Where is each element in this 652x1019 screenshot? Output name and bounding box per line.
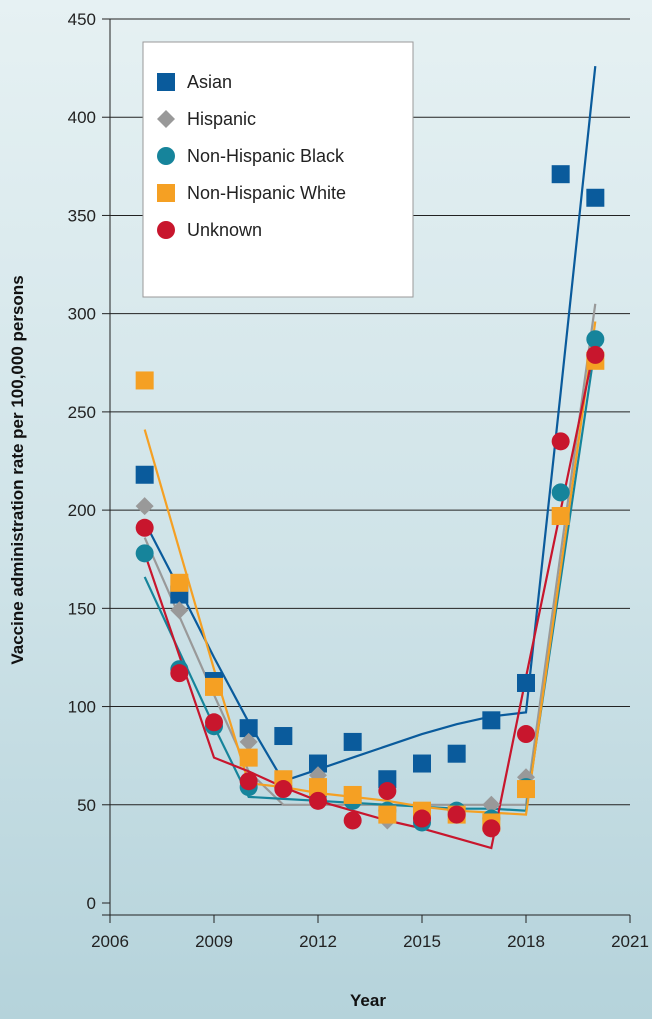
data-point-non-hispanic-white	[517, 780, 535, 799]
data-point-asian	[551, 165, 570, 184]
y-tick-label: 0	[87, 894, 96, 913]
data-point-unknown	[413, 809, 431, 828]
x-tick-label: 2012	[299, 932, 337, 951]
data-point-non-hispanic-white	[343, 785, 362, 804]
legend-marker-asian	[157, 73, 175, 91]
legend-marker-hispanic	[157, 110, 175, 128]
data-point-non-hispanic-white	[378, 805, 397, 824]
data-point-non-hispanic-black	[586, 330, 605, 349]
data-point-hispanic	[135, 497, 154, 516]
data-point-asian	[482, 711, 501, 730]
y-tick-labels: 0 50 100 150 200 250 300 350 400 450	[68, 10, 96, 913]
y-tick-label: 400	[68, 108, 96, 127]
y-tick-label: 100	[68, 698, 96, 717]
data-point-unknown	[205, 713, 223, 732]
data-point-hispanic	[170, 601, 189, 620]
data-point-asian	[309, 754, 327, 773]
axes	[102, 18, 631, 923]
x-tick-label: 2015	[403, 932, 441, 951]
data-point-unknown	[343, 811, 362, 830]
legend: Asian Hispanic Non-Hispanic Black Non-Hispa…	[142, 41, 414, 298]
y-tick-label: 450	[68, 10, 96, 29]
y-tick-label: 350	[68, 206, 96, 225]
data-point-non-hispanic-white	[135, 371, 154, 390]
x-axis-title: Year	[350, 991, 386, 1010]
data-point-non-hispanic-white	[239, 748, 258, 767]
data-point-unknown	[135, 518, 154, 537]
data-point-asian	[586, 188, 605, 207]
data-point-asian	[274, 727, 293, 746]
y-axis-title: Vaccine administration rate per 100,000 …	[8, 275, 27, 664]
legend-label-asian: Asian	[187, 72, 232, 92]
legend-label-hispanic: Hispanic	[187, 109, 256, 129]
data-point-asian	[517, 673, 535, 692]
y-tick-label: 150	[68, 599, 96, 618]
data-point-non-hispanic-white	[551, 507, 570, 526]
data-point-unknown	[447, 805, 466, 824]
data-point-asian	[239, 719, 258, 738]
legend-label-non-hispanic-white: Non-Hispanic White	[187, 183, 346, 203]
trend-line-asian	[143, 65, 597, 783]
legend-marker-unknown	[157, 221, 175, 239]
data-point-unknown	[586, 345, 605, 364]
data-point-unknown	[517, 725, 535, 744]
data-point-non-hispanic-black	[551, 483, 570, 502]
data-point-unknown	[482, 819, 501, 838]
data-point-unknown	[378, 782, 397, 801]
trend-line-non-hispanic-black	[143, 344, 597, 812]
data-point-hispanic	[482, 795, 501, 814]
trend-line-unknown	[143, 342, 597, 850]
legend-marker-non-hispanic-black	[157, 147, 175, 165]
legend-label-unknown: Unknown	[187, 220, 262, 240]
legend-marker-non-hispanic-white	[157, 184, 175, 202]
data-point-hispanic	[239, 732, 258, 751]
legend-label-non-hispanic-black: Non-Hispanic Black	[187, 146, 345, 166]
legend-entries: Asian Hispanic Non-Hispanic Black Non-Hispa…	[157, 72, 346, 240]
data-point-unknown	[170, 664, 189, 683]
x-tick-label: 2021	[611, 932, 649, 951]
y-tick-label: 300	[68, 305, 96, 324]
data-point-asian	[343, 732, 362, 751]
data-point-asian	[447, 744, 466, 763]
data-point-asian	[135, 465, 154, 484]
y-tick-label: 250	[68, 403, 96, 422]
data-point-unknown	[551, 432, 570, 451]
data-point-asian	[413, 754, 431, 773]
data-point-non-hispanic-white	[170, 573, 189, 592]
data-points	[135, 165, 605, 838]
data-point-non-hispanic-white	[205, 677, 223, 696]
x-tick-label: 2009	[195, 932, 233, 951]
x-tick-labels: 2006 2009 2012 2015 2018 2021	[91, 932, 649, 951]
data-point-non-hispanic-black	[135, 544, 154, 563]
x-tick-label: 2006	[91, 932, 129, 951]
data-point-non-hispanic-white	[309, 778, 327, 797]
legend-box	[142, 41, 414, 298]
x-tick-label: 2018	[507, 932, 545, 951]
data-point-unknown	[239, 772, 258, 791]
data-point-unknown	[309, 791, 327, 810]
data-point-unknown	[274, 780, 293, 799]
y-tick-label: 50	[77, 796, 96, 815]
y-tick-label: 200	[68, 501, 96, 520]
